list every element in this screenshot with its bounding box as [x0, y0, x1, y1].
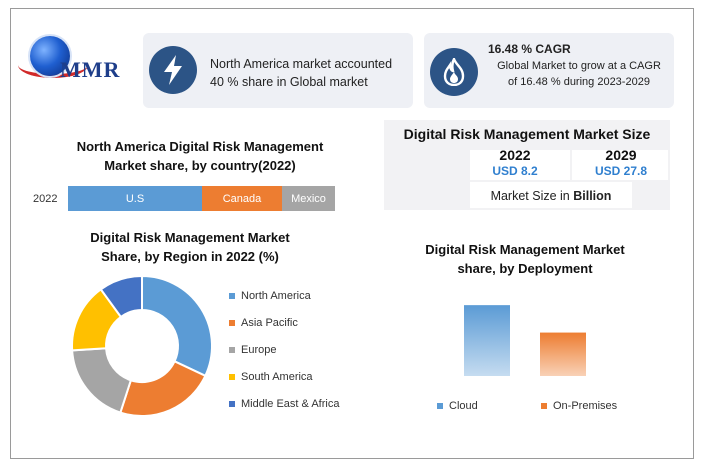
card1-text: North America market accounted 40 % shar… — [210, 55, 392, 91]
donut-legend-label: Europe — [241, 344, 277, 356]
country-share-title-line1: North America Digital Risk Management — [76, 139, 324, 154]
donut-legend-label: Middle East & Africa — [241, 398, 340, 410]
donut-legend-label: Asia Pacific — [241, 317, 298, 329]
card2-text: 16.48 % CAGR Global Market to grow at a … — [486, 40, 672, 90]
deployment-bar-cloud — [464, 305, 510, 376]
logo-swoosh — [18, 52, 88, 78]
market-size-footer-cell — [470, 182, 632, 208]
legend-swatch — [437, 403, 443, 409]
donut-slice-asia-pacific — [119, 359, 207, 417]
legend-swatch — [229, 320, 235, 326]
donut-slice-north-america — [141, 274, 213, 378]
donut-legend-item: South America — [229, 371, 313, 383]
flame-icon — [430, 48, 478, 96]
region-share-title: Digital Risk Management Market Share, by… — [55, 228, 325, 266]
country-share-title-line2: Market share, by country(2022) — [104, 158, 296, 173]
country-share-title: North America Digital Risk Management Ma… — [55, 137, 345, 175]
donut-legend-item: North America — [229, 290, 311, 302]
north-america-share-card: North America market accounted 40 % shar… — [143, 33, 413, 108]
card2-title: 16.48 % CAGR — [488, 42, 571, 56]
legend-swatch — [229, 374, 235, 380]
card2-line2: of 16.48 % during 2023-2029 — [508, 76, 650, 88]
region-share-title-line1: Digital Risk Management Market — [90, 230, 290, 245]
market-size-title: Digital Risk Management Market Size — [403, 126, 651, 142]
market-size-box: Digital Risk Management Market Size 2022… — [384, 120, 670, 210]
market-size-footer-prefix: Market Size in — [490, 189, 574, 203]
card1-line2: 40 % share in Global market — [210, 75, 368, 89]
deployment-legend-label: Cloud — [449, 400, 478, 412]
donut-slice-europe — [71, 347, 133, 414]
donut-slice-middle-east-africa — [99, 274, 143, 319]
card1-line1: North America market accounted — [210, 57, 393, 71]
stacked-bar-segment-mexico: Mexico — [282, 186, 335, 211]
deployment-bar-chart — [464, 305, 586, 376]
market-size-year-2022: 2022 — [499, 147, 531, 163]
lightning-icon — [149, 46, 197, 94]
market-size-2022-cell — [470, 150, 570, 180]
logo-text: MMR — [60, 57, 121, 82]
stacked-bar-segment-canada: Canada — [202, 186, 282, 211]
market-size-unit: Billion — [573, 189, 612, 203]
deployment-legend-item: On-Premises — [541, 400, 617, 412]
donut-legend-label: North America — [241, 290, 311, 302]
market-size-year-2029: 2029 — [605, 147, 637, 163]
market-size-value-2029: USD 27.8 — [594, 164, 648, 178]
deployment-legend-label: On-Premises — [553, 400, 618, 412]
deployment-title-line2: share, by Deployment — [457, 261, 593, 276]
donut-legend-label: South America — [241, 371, 313, 383]
market-size-2029-cell — [572, 150, 668, 180]
cagr-card: 16.48 % CAGR Global Market to grow at a … — [424, 33, 674, 108]
legend-swatch — [541, 403, 547, 409]
deployment-legend-item: Cloud — [437, 400, 478, 412]
card2-line1: Global Market to grow at a CAGR — [497, 60, 661, 72]
legend-swatch — [229, 401, 235, 407]
donut-chart — [71, 274, 213, 417]
deployment-title-line1: Digital Risk Management Market — [425, 242, 625, 257]
hbar-category-label: 2022 — [33, 193, 58, 205]
deployment-bar-on-premises — [540, 332, 586, 376]
legend-swatch — [229, 347, 235, 353]
globe-icon — [30, 36, 70, 76]
legend-swatch — [229, 293, 235, 299]
donut-legend-item: Middle East & Africa — [229, 398, 339, 410]
donut-legend-item: Europe — [229, 344, 276, 356]
region-share-title-line2: Share, by Region in 2022 (%) — [101, 249, 279, 264]
deployment-title: Digital Risk Management Market share, by… — [395, 240, 655, 278]
market-size-value-2022: USD 8.2 — [492, 164, 538, 178]
donut-legend-item: Asia Pacific — [229, 317, 298, 329]
market-size-footer: Market Size in Billion — [470, 189, 632, 203]
stacked-bar-segment-u-s: U.S — [68, 186, 202, 211]
